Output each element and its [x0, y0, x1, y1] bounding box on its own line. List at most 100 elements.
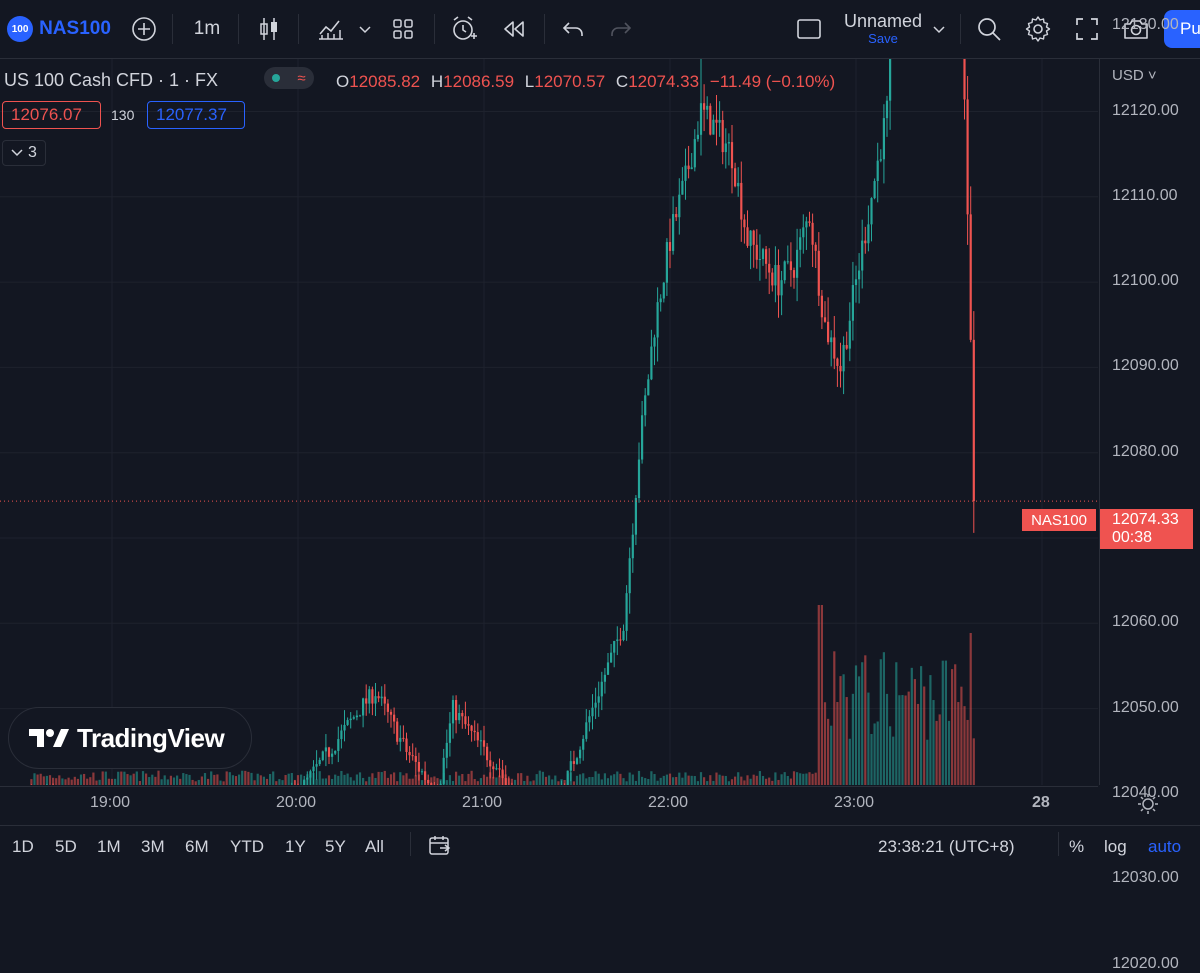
volume-bar: [362, 777, 365, 785]
candle-body: [668, 242, 672, 251]
sell-button[interactable]: 12076.07: [2, 101, 101, 129]
market-status-pill[interactable]: ≈: [264, 67, 314, 89]
indicators-count: 3: [28, 144, 37, 161]
candle-body: [603, 674, 606, 682]
volume-bar: [179, 778, 182, 785]
volume-bar: [461, 774, 464, 785]
percent-toggle[interactable]: %: [1069, 837, 1085, 856]
volume-bar: [188, 774, 191, 785]
log-toggle[interactable]: log: [1104, 837, 1127, 856]
volume-bar: [758, 771, 761, 785]
volume-bar: [343, 774, 346, 785]
candle-body: [470, 725, 473, 731]
time-axis[interactable]: [0, 786, 1098, 825]
range-button-3m[interactable]: 3M: [141, 837, 165, 856]
volume-bar: [213, 774, 216, 785]
range-button-1m[interactable]: 1M: [97, 837, 121, 856]
candle-body: [783, 261, 786, 281]
chart-type-button[interactable]: [252, 0, 286, 58]
buy-button[interactable]: 12077.37: [147, 101, 245, 129]
candle-body: [644, 395, 647, 416]
volume-bar: [715, 772, 718, 785]
candle-body: [814, 244, 817, 251]
price-chart[interactable]: [0, 59, 1098, 785]
volume-bar: [693, 776, 696, 785]
volume-bar: [721, 775, 724, 785]
currency-label: USD: [1112, 67, 1144, 84]
indicators-button[interactable]: [312, 0, 350, 58]
currency-dropdown[interactable]: USD ˅: [1112, 67, 1157, 84]
volume-bar: [771, 780, 774, 785]
volume-bar: [262, 776, 265, 785]
series-legend[interactable]: US 100 Cash CFD · 1 · FX: [4, 70, 218, 91]
range-button-all[interactable]: All: [365, 837, 384, 856]
indicators-dropdown[interactable]: [354, 0, 376, 58]
volume-bar: [166, 779, 169, 785]
volume-bar: [969, 633, 972, 785]
volume-bar: [768, 777, 771, 785]
volume-bar: [675, 777, 678, 785]
candle-body: [808, 221, 811, 223]
volume-bar: [941, 660, 944, 785]
tradingview-logo[interactable]: TradingView: [8, 707, 252, 769]
layout-name-button[interactable]: Unnamed Save: [838, 10, 928, 46]
volume-bar: [495, 777, 498, 785]
range-button-5d[interactable]: 5D: [55, 837, 77, 856]
volume-bar: [504, 774, 507, 785]
candle-body: [721, 120, 724, 153]
volume-bar: [42, 776, 45, 785]
alert-button[interactable]: [446, 0, 482, 58]
layout-save-link[interactable]: Save: [868, 31, 898, 46]
layout-dropdown[interactable]: [928, 0, 950, 58]
clock-timezone[interactable]: 23:38:21 (UTC+8): [878, 837, 1015, 856]
candle-body: [842, 345, 845, 372]
rewind-icon: [504, 21, 524, 37]
volume-bar: [684, 772, 687, 785]
volume-bar: [355, 774, 358, 785]
goto-date-button[interactable]: [428, 834, 452, 861]
range-button-1y[interactable]: 1Y: [285, 837, 306, 856]
close-label: C: [615, 72, 629, 91]
candle-body: [656, 302, 659, 338]
fullscreen-button[interactable]: [1070, 0, 1104, 58]
series-title: US 100 Cash CFD · 1 · FX: [4, 70, 219, 90]
chart-pane[interactable]: [0, 59, 1098, 785]
volume-bar: [473, 779, 476, 785]
settings-button[interactable]: [1020, 0, 1056, 58]
candle-body: [672, 214, 675, 251]
symbol-search[interactable]: 100 NAS100: [0, 0, 118, 58]
redo-button[interactable]: [604, 0, 638, 58]
templates-button[interactable]: [386, 0, 420, 58]
volume-bar: [734, 776, 737, 785]
range-button-ytd[interactable]: YTD: [230, 837, 264, 856]
candle-body: [675, 214, 678, 218]
indicators-collapse-button[interactable]: 3: [2, 140, 46, 166]
alarm-clock-icon: [453, 16, 477, 40]
screenshot-button[interactable]: [1118, 0, 1154, 58]
search-button[interactable]: [972, 0, 1006, 58]
volume-bar: [197, 779, 200, 785]
range-button-6m[interactable]: 6M: [185, 837, 209, 856]
range-button-5y[interactable]: 5Y: [325, 837, 346, 856]
compare-add-button[interactable]: [126, 0, 162, 58]
range-button-1d[interactable]: 1D: [12, 837, 34, 856]
volume-bar: [33, 773, 36, 785]
publish-button[interactable]: Pu: [1164, 10, 1200, 48]
volume-bar: [532, 780, 535, 785]
volume-bar: [913, 679, 916, 785]
volume-bar: [132, 773, 135, 785]
price-axis[interactable]: [1099, 59, 1200, 785]
undo-button[interactable]: [556, 0, 590, 58]
axis-settings-button[interactable]: [1136, 792, 1160, 821]
select-layout-checkbox[interactable]: [794, 0, 824, 58]
volume-bar: [293, 780, 296, 785]
interval-button[interactable]: 1m: [184, 0, 230, 58]
volume-bar: [95, 780, 98, 785]
candle-body: [393, 714, 396, 722]
change-value: −11.49 (−0.10%): [709, 72, 836, 91]
price-tick-label: 12130.00: [1112, 16, 1179, 34]
volume-bar: [668, 773, 672, 785]
volume-bar: [476, 781, 479, 785]
replay-button[interactable]: [496, 0, 532, 58]
auto-toggle[interactable]: auto: [1148, 837, 1182, 856]
